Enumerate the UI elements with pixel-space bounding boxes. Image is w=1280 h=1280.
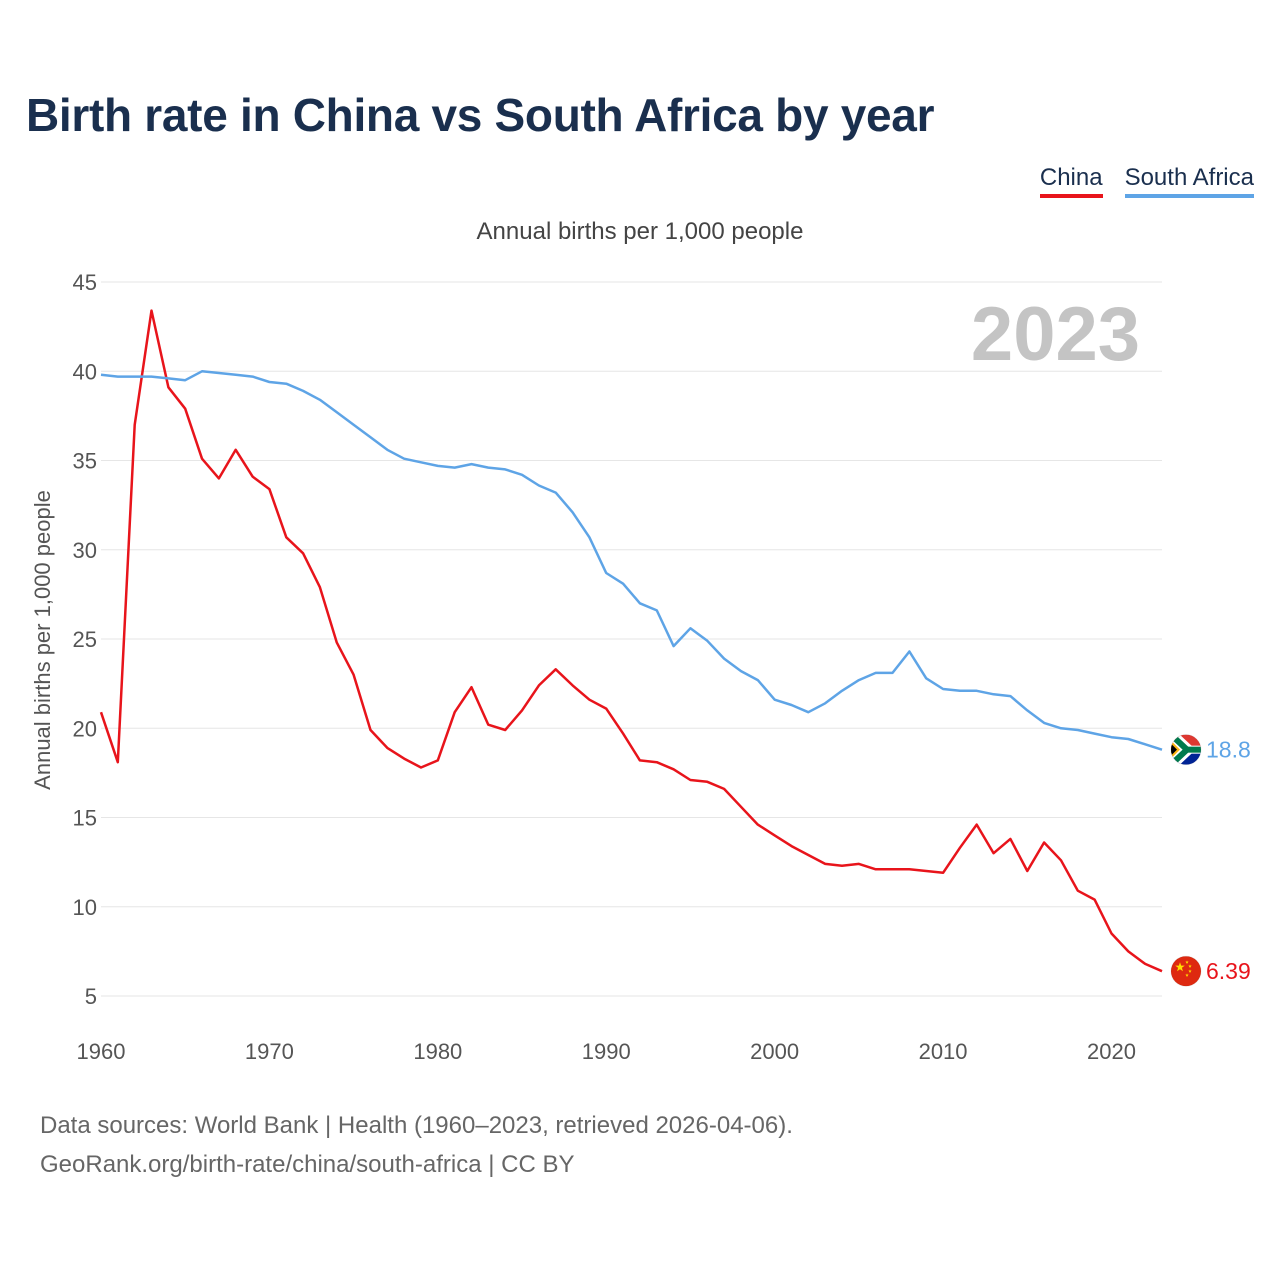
y-tick-label: 25	[73, 627, 97, 652]
flag-black	[1171, 743, 1177, 756]
y-tick-label: 45	[73, 270, 97, 295]
flag-star	[1185, 973, 1189, 977]
flag-star	[1185, 960, 1189, 964]
flag-body	[1171, 734, 1201, 765]
x-tick-label: 2020	[1087, 1039, 1136, 1064]
flag-body	[1171, 956, 1201, 987]
y-tick-label: 5	[85, 984, 97, 1009]
south-africa-flag-icon	[1170, 734, 1202, 766]
flag-outline	[1170, 734, 1202, 766]
x-tick-label: 2000	[750, 1039, 799, 1064]
chart-legend: China South Africa	[1039, 164, 1254, 198]
y-tick-label: 30	[73, 538, 97, 563]
footer: Data sources: World Bank | Health (1960–…	[40, 1106, 793, 1184]
flag-star	[1175, 962, 1185, 972]
y-tick-label: 10	[73, 895, 97, 920]
line-chart: 5 10 15 20 25 30 35 40 45 1960 1970 1980 1990 2000 201…	[30, 270, 1251, 1064]
china-flag-icon	[1170, 955, 1202, 987]
x-tick-label: 1970	[245, 1039, 294, 1064]
legend-item-south-africa[interactable]: South Africa	[1124, 164, 1254, 198]
flag-star	[1188, 969, 1192, 973]
flag-green-bar	[1186, 746, 1201, 753]
y-tick-label: 20	[73, 716, 97, 741]
footer-source: Data sources: World Bank | Health (1960–…	[40, 1112, 793, 1139]
page-title: Birth rate in China vs South Africa by y…	[26, 89, 935, 141]
year-watermark: 2023	[971, 292, 1140, 377]
end-label-south-africa: 18.8	[1206, 737, 1251, 763]
flag-outline	[1170, 955, 1202, 987]
x-tick-label: 2010	[919, 1039, 968, 1064]
y-tick-label: 40	[73, 359, 97, 384]
series-line-china	[99, 309, 1163, 973]
legend-item-china[interactable]: China	[1039, 164, 1103, 198]
x-tick-label: 1990	[582, 1039, 631, 1064]
x-tick-label: 1980	[413, 1039, 462, 1064]
y-axis-label: Annual births per 1,000 people	[30, 490, 55, 790]
y-tick-label: 35	[73, 449, 97, 474]
y-tick-label: 15	[73, 806, 97, 831]
series-line-south-africa	[100, 370, 1163, 751]
chart-subtitle: Annual births per 1,000 people	[476, 218, 804, 245]
flag-star	[1188, 964, 1192, 968]
x-tick-label: 1960	[77, 1039, 126, 1064]
flag-field	[1171, 956, 1201, 987]
end-label-china: 6.39	[1206, 958, 1251, 984]
footer-link[interactable]: GeoRank.org/birth-rate/china/south-afric…	[40, 1151, 575, 1178]
